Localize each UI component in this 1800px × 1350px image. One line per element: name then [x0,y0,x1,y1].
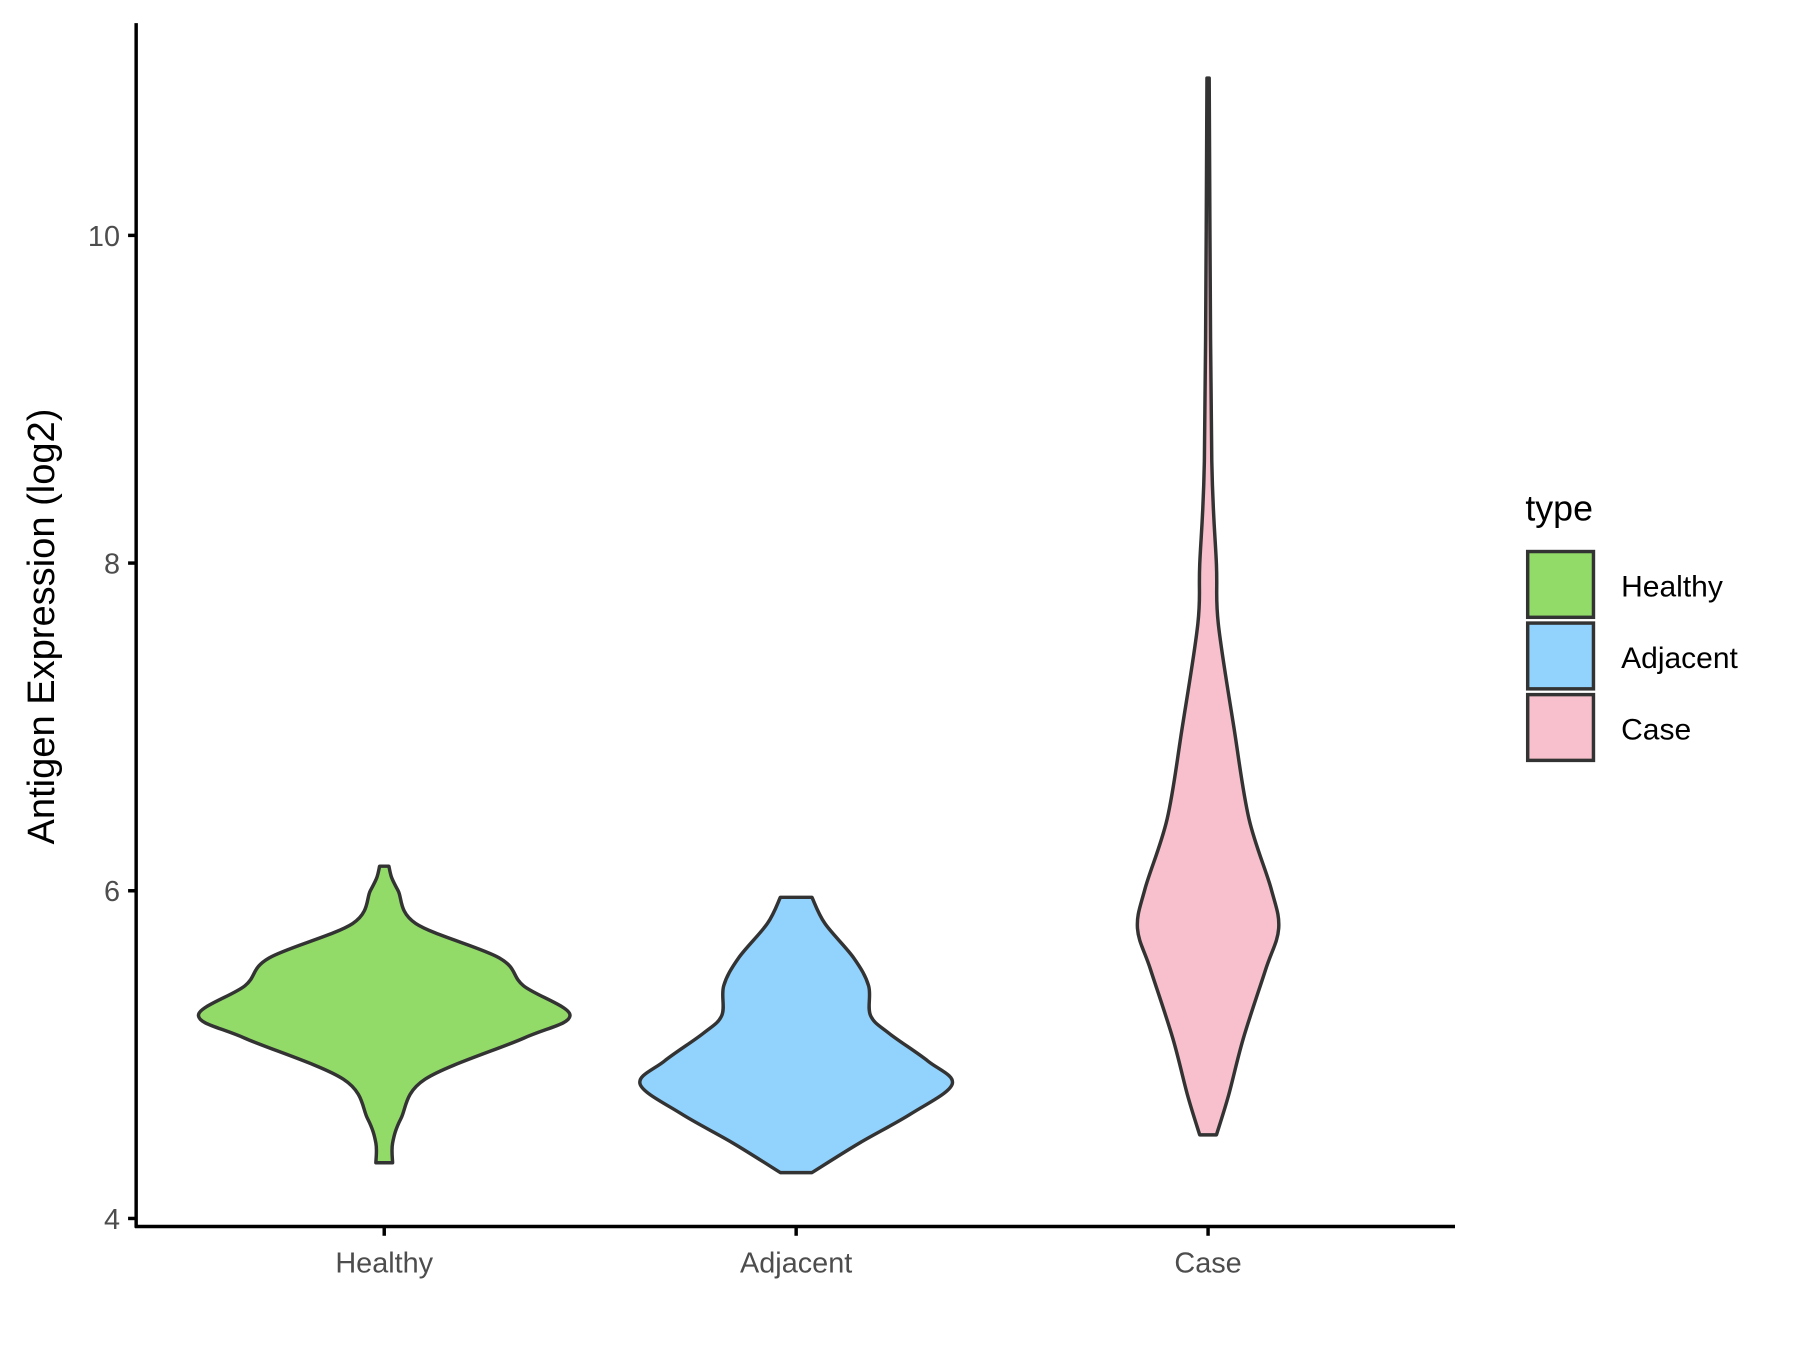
y-axis-title: Antigen Expression (log2) [21,409,63,845]
x-tick-label: Healthy [335,1248,433,1280]
y-tick-label: 4 [104,1204,120,1236]
violins [196,76,1281,1175]
legend-label: Healthy [1621,571,1723,604]
x-ticks: Healthy Adjacent Case [335,1226,1242,1280]
y-tick-label: 8 [104,548,120,580]
y-tick-label: 6 [104,876,120,908]
legend-key-adjacent [1525,621,1596,691]
x-tick-label: Case [1174,1248,1241,1280]
legend-label: Case [1621,714,1691,747]
y-ticks: 4 6 8 10 [88,221,137,1236]
legend-label: Adjacent [1621,642,1738,675]
violin-adjacent [638,895,955,1175]
legend-title: type [1525,488,1593,528]
violin-healthy [196,864,572,1165]
x-tick-label: Adjacent [740,1248,852,1280]
legend: type Healthy Adjacent Case [1525,488,1739,763]
violin-case [1135,76,1281,1137]
y-tick-label: 10 [88,221,120,253]
legend-key-healthy [1525,549,1596,620]
legend-key-case [1525,692,1596,763]
